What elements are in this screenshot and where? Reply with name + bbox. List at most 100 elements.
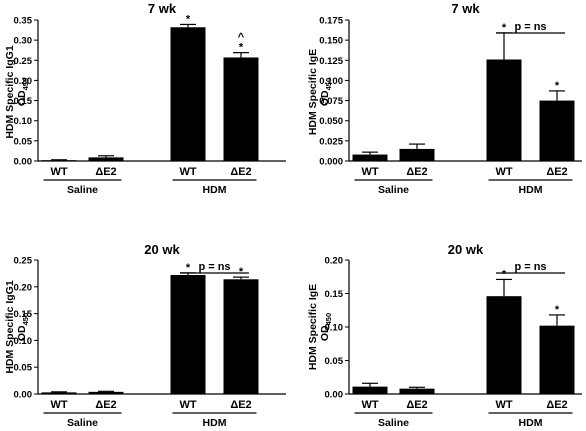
significance-mark-line: * <box>502 268 507 280</box>
y-tick-label: 0.20 <box>14 282 33 293</box>
y-axis-label-line1: HDM Specific IgG1 <box>4 45 16 139</box>
significance-mark: * <box>502 268 507 280</box>
significance-mark-line: * <box>555 80 560 92</box>
x-category-label: ΔE2 <box>95 166 116 178</box>
significance-mark-line: * <box>239 266 244 278</box>
y-tick-label: 0.05 <box>14 363 33 374</box>
y-tick-label: 0.20 <box>14 76 33 87</box>
y-tick-label: 0.35 <box>14 16 33 27</box>
bar <box>223 279 259 394</box>
comparison-label: p = ns <box>198 261 230 273</box>
group-label: HDM <box>519 184 543 196</box>
y-axis-label-subscript: 450 <box>324 313 333 326</box>
y-tick-label: 0.00 <box>325 390 344 401</box>
group-label: Saline <box>378 184 409 196</box>
y-tick-label: 0.20 <box>325 256 344 267</box>
y-axis-label: HDM Specific IgG1 OD450 <box>4 45 30 139</box>
x-category-label: ΔE2 <box>406 399 427 411</box>
y-tick-label: 0.15 <box>14 309 33 320</box>
y-axis-label-od: OD <box>319 90 331 106</box>
group-label: HDM <box>203 417 227 429</box>
bar <box>41 392 77 394</box>
y-axis-label-od: OD <box>16 325 28 341</box>
y-tick-label: 0.175 <box>319 16 343 27</box>
x-category-label: ΔE2 <box>406 166 427 178</box>
bar <box>352 386 388 394</box>
significance-mark-line: * <box>555 304 560 316</box>
y-axis-label: HDM Specific IgE OD450 <box>307 284 333 370</box>
chart-title: 7 wk <box>451 1 480 16</box>
x-category-label: WT <box>361 166 378 178</box>
y-tick-label: 0.10 <box>14 336 33 347</box>
y-tick-label: 0.000 <box>319 157 343 168</box>
y-axis-label-subscript: 450 <box>21 313 30 326</box>
significance-mark: * <box>239 266 244 278</box>
group-label: Saline <box>378 417 409 429</box>
bar <box>88 391 124 394</box>
y-axis-label-line2: OD450 <box>319 78 333 106</box>
x-category-label: WT <box>495 166 512 178</box>
x-category-label: ΔE2 <box>546 166 567 178</box>
significance-mark: * <box>186 262 191 274</box>
bar <box>399 388 435 394</box>
x-category-label: ΔE2 <box>95 399 116 411</box>
chart-panel-3: 20 wk HDM Specific IgG1 OD450 0.00 0.05 0.10 0… <box>4 242 286 429</box>
chart-panel-2: 7 wk HDM Specific IgE OD450 0.000 0.025 0.050… <box>307 1 582 196</box>
x-category-label: WT <box>50 399 67 411</box>
y-tick-label: 0.00 <box>14 157 33 168</box>
x-category-label: ΔE2 <box>546 399 567 411</box>
significance-mark-line: * <box>186 13 191 25</box>
bar <box>352 154 388 161</box>
x-category-label: WT <box>179 399 196 411</box>
y-tick-label: 0.00 <box>14 390 33 401</box>
y-tick-label: 0.05 <box>14 136 33 147</box>
bar <box>486 296 522 394</box>
bar <box>223 57 259 161</box>
comparison-label: p = ns <box>514 21 546 33</box>
chart-panel-1: 7 wk HDM Specific IgG1 OD450 0.00 0.05 0.10 0.… <box>4 1 286 196</box>
significance-mark: * <box>555 80 560 92</box>
y-axis-label-od: OD <box>16 90 28 106</box>
significance-mark: ^ * <box>238 32 245 54</box>
y-tick-label: 0.075 <box>319 96 343 107</box>
chart-title: 20 wk <box>448 242 484 257</box>
y-axis-label-line2: OD450 <box>16 313 30 341</box>
x-category-label: ΔE2 <box>230 166 251 178</box>
group-label: HDM <box>519 417 543 429</box>
y-axis-label: HDM Specific IgE OD450 <box>307 49 333 135</box>
chart-title: 7 wk <box>148 1 177 16</box>
significance-mark: * <box>502 22 507 34</box>
group-label: HDM <box>203 184 227 196</box>
bar <box>88 157 124 161</box>
y-axis-label-subscript: 450 <box>21 78 30 91</box>
significance-mark-line: * <box>239 42 244 54</box>
bar <box>539 325 575 394</box>
chart-panel-4: 20 wk HDM Specific IgE OD450 0.00 0.05 0.10 0.… <box>307 242 582 429</box>
y-tick-label: 0.125 <box>319 56 343 67</box>
group-label: Saline <box>67 417 98 429</box>
y-axis-label-line2: OD450 <box>16 78 30 106</box>
bar <box>486 59 522 162</box>
y-axis-label: HDM Specific IgG1 OD450 <box>4 280 30 374</box>
y-tick-label: 0.100 <box>319 76 343 87</box>
significance-mark: * <box>555 304 560 316</box>
significance-mark-line: * <box>186 262 191 274</box>
significance-mark: * <box>186 13 191 25</box>
y-tick-label: 0.150 <box>319 36 343 47</box>
bar <box>399 148 435 161</box>
y-axis-label-line1: HDM Specific IgE <box>307 49 319 135</box>
y-tick-label: 0.05 <box>325 356 344 367</box>
bar <box>539 100 575 161</box>
y-tick-label: 0.10 <box>14 116 33 127</box>
y-tick-label: 0.10 <box>325 323 344 334</box>
significance-mark-line: * <box>502 22 507 34</box>
y-tick-label: 0.025 <box>319 136 343 147</box>
chart-title: 20 wk <box>144 242 180 257</box>
y-tick-label: 0.25 <box>14 56 33 67</box>
comparison-label: p = ns <box>514 261 546 273</box>
y-tick-label: 0.15 <box>14 96 33 107</box>
y-tick-label: 0.050 <box>319 116 343 127</box>
bar <box>41 160 77 161</box>
y-axis-label-subscript: 450 <box>324 78 333 91</box>
